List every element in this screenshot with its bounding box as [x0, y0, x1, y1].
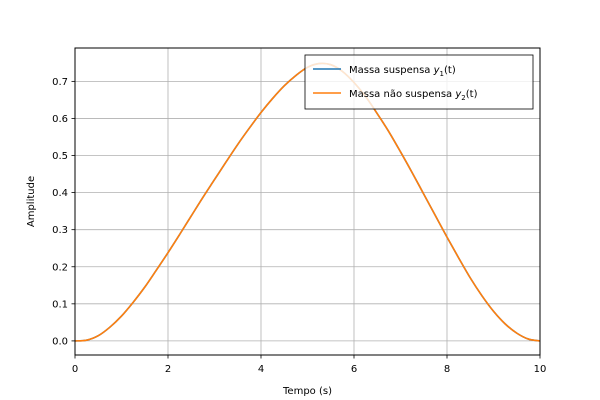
legend-label-2: Massa não suspensa y2(t)	[349, 89, 478, 102]
x-axis-label: Tempo (s)	[282, 386, 332, 397]
y-tick-label: 0.5	[52, 151, 68, 162]
legend-suffix: (t)	[466, 89, 478, 100]
axes-frame	[74, 47, 541, 356]
x-tick-label: 6	[351, 364, 357, 375]
y-tick-label: 0.1	[52, 299, 68, 310]
y-tick-label: 0.3	[52, 225, 68, 236]
x-tick-label: 8	[444, 364, 450, 375]
legend-text: Massa não suspensa	[349, 89, 455, 100]
x-tick-label: 10	[534, 364, 547, 375]
legend-text: Massa suspensa	[349, 65, 434, 76]
legend-subscript: 2	[461, 94, 465, 102]
legend: Massa suspensa y1(t)Massa não suspensa y…	[304, 54, 534, 110]
legend-subscript: 1	[440, 70, 444, 78]
y-tick-label: 0.6	[52, 114, 68, 125]
legend-math: y	[433, 65, 441, 76]
legend-label-1: Massa suspensa y1(t)	[349, 65, 456, 78]
y-tick-label: 0.2	[52, 262, 68, 273]
y-axis-label: Amplitude	[26, 176, 37, 227]
x-axis-ticks: 0 2 4 6 8 10	[72, 355, 547, 375]
y-tick-label: 0.4	[52, 188, 68, 199]
legend-math: y	[454, 89, 462, 100]
legend-box	[304, 54, 534, 110]
y-axis-ticks: 0.0 0.1 0.2 0.3 0.4 0.5 0.6 0.7	[52, 77, 75, 347]
y-tick-label: 0.7	[52, 77, 68, 88]
legend-suffix: (t)	[444, 65, 456, 76]
x-tick-label: 4	[258, 364, 264, 375]
x-tick-label: 0	[72, 364, 78, 375]
x-tick-label: 2	[165, 364, 171, 375]
y-tick-label: 0.0	[52, 336, 68, 347]
